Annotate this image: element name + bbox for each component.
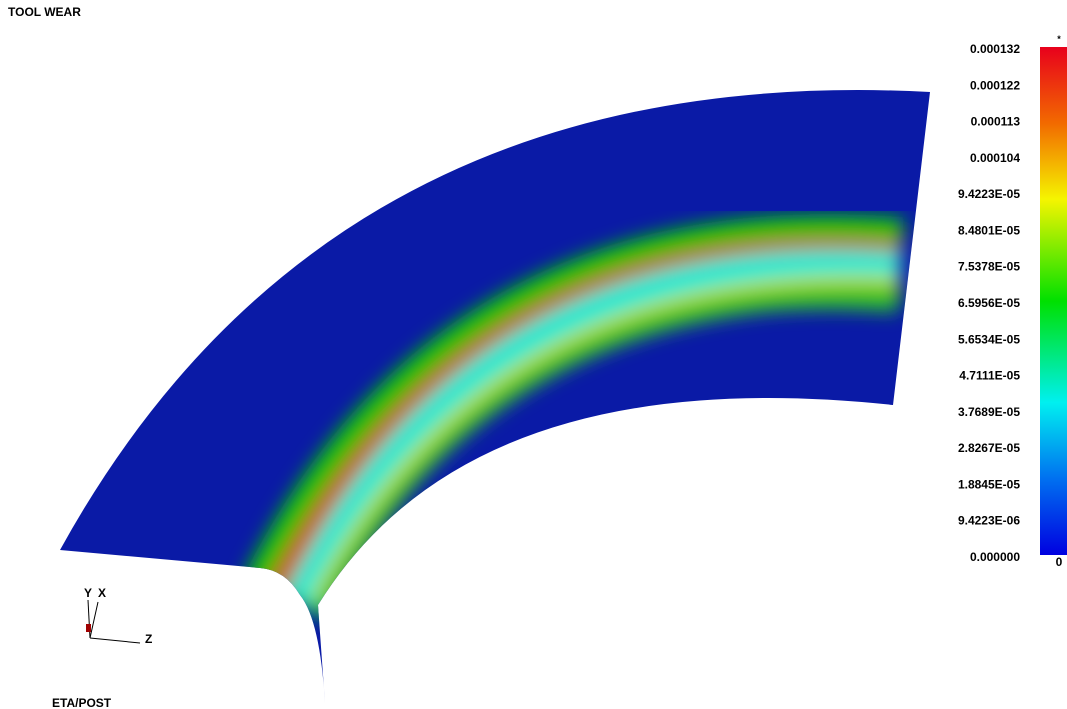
axis-triad: Y X Z: [84, 586, 152, 646]
legend-label: 0.000122: [970, 78, 1020, 92]
legend-label: 7.5378E-05: [958, 260, 1020, 274]
title: TOOL WEAR: [8, 5, 81, 19]
legend-label: 0.000104: [970, 151, 1020, 165]
z-axis: [89, 637, 141, 644]
legend-label: 0.000132: [970, 42, 1020, 56]
legend-label: 8.4801E-05: [958, 223, 1020, 237]
colorbar: [1040, 47, 1067, 555]
legend-label: 3.7689E-05: [958, 405, 1020, 419]
legend-label: 1.8845E-05: [958, 477, 1020, 491]
color-legend: * 0 0.000132 0.000122 0.000113 0.000104 9.42…: [958, 34, 1067, 569]
legend-label: 6.5956E-05: [958, 296, 1020, 310]
triad-origin: [86, 624, 91, 632]
legend-label: 9.4223E-06: [958, 514, 1020, 528]
legend-label: 4.7111E-05: [959, 369, 1020, 383]
legend-bottom-marker: 0: [1056, 555, 1063, 569]
x-axis: [89, 601, 99, 639]
footer-text: ETA/POST: [52, 696, 112, 709]
triad-y-label: Y: [84, 586, 92, 600]
legend-label: 9.4223E-05: [958, 187, 1020, 201]
legend-label: 0.000000: [970, 550, 1020, 564]
wear-band: [242, 214, 904, 622]
contour-plot: [60, 90, 930, 703]
triad-z-label: Z: [145, 632, 152, 646]
legend-top-marker: *: [1057, 34, 1061, 44]
y-axis: [87, 599, 91, 639]
legend-label: 0.000113: [971, 115, 1021, 129]
legend-label: 5.6534E-05: [958, 332, 1020, 346]
legend-label: 2.8267E-05: [958, 441, 1020, 455]
triad-x-label: X: [98, 586, 106, 600]
